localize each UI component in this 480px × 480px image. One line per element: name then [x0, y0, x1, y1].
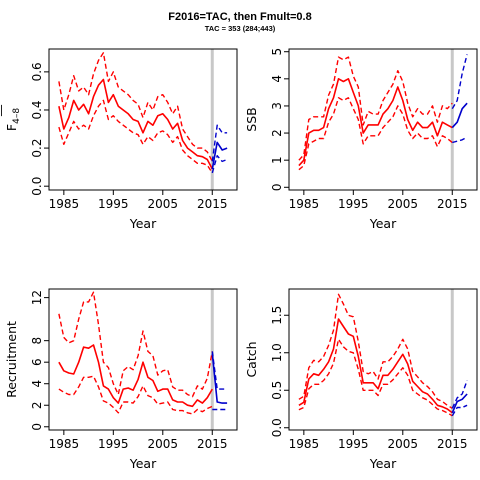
ssb-ylabel: SSB: [244, 107, 259, 131]
ssb-xlabel: Year: [369, 216, 397, 231]
fbar-ytick-label: 0.4: [30, 100, 44, 119]
fbar-xtick-label: 1985: [49, 197, 80, 211]
catch-xtick-label: 2005: [388, 437, 419, 451]
ssb-projection-bound-4: [451, 54, 468, 110]
ssb-ytick-label: 1: [270, 156, 284, 164]
fbar-historic-bound-2: [58, 99, 213, 174]
ssb-ytick-label: 5: [270, 48, 284, 56]
figure-title: F2016=TAC, then Fmult=0.8: [168, 11, 311, 23]
fbar-ytick-label: 0.0: [30, 177, 44, 196]
recruitment-ytick-label: 12: [30, 290, 44, 305]
catch-projection-line-3: [451, 393, 468, 414]
ssb-historic-bound-2: [298, 97, 453, 171]
ssb-ytick-label: 3: [270, 102, 284, 110]
fbar-historic-line-0: [58, 78, 214, 170]
panel-recruitment: 1985 1995 2005 2015 0 2 4 6 8 12 Year Recruitment: [4, 288, 238, 471]
fbar-xtick-label: 1995: [98, 197, 129, 211]
fbar-projection-bound-4: [211, 124, 228, 162]
recruitment-ytick-label: 6: [30, 358, 44, 366]
recruitment-historic-bound-1: [58, 291, 213, 398]
fbar-ylabel: F4–8: [4, 108, 22, 131]
panel-ssb: 1985 1995 2005 2015 0 1 2 3 4 5 Year SSB: [244, 48, 478, 231]
catch-ytick-label: 1.0: [270, 343, 284, 362]
recruitment-historic-bound-2: [58, 375, 213, 415]
panel-catch: 1985 1995 2005 2015 0.0 0.5 1.0 1.5 Year Catch: [244, 288, 478, 471]
ssb-plot-box: [288, 48, 478, 191]
recruitment-plot-box: [48, 288, 238, 431]
fbar-ytick-label: 0.6: [30, 62, 44, 81]
fbar-xtick-label: 2015: [197, 197, 228, 211]
ssb-projection-bound-5: [452, 136, 468, 144]
ssb-projection-line-3: [451, 102, 468, 129]
panel-fbar: 1985 1995 2005 2015 0.0 0.2 0.4 0.6 Year F4–8—: [0, 48, 238, 231]
catch-projection-bound-5: [451, 404, 468, 417]
recruitment-projection-line-3: [211, 353, 228, 404]
catch-ylabel: Catch: [244, 341, 259, 377]
catch-xtick-label: 1985: [289, 437, 320, 451]
recruitment-xtick-label: 2015: [197, 437, 228, 451]
recruitment-ylabel: Recruitment: [4, 321, 19, 398]
catch-xlabel: Year: [369, 456, 397, 471]
catch-ytick-label: 0.5: [270, 381, 284, 400]
ssb-xtick-label: 1995: [338, 197, 369, 211]
fbar-ytick-label: 0.2: [30, 139, 44, 158]
fbar-ylabel-bar: —: [0, 104, 8, 117]
ssb-xtick-label: 1985: [289, 197, 320, 211]
fbar-xtick-label: 2005: [148, 197, 179, 211]
recruitment-ytick-label: 0: [30, 423, 44, 431]
recruitment-xtick-label: 1985: [49, 437, 80, 451]
catch-ytick-label: 0.0: [270, 418, 284, 437]
ssb-historic-line-0: [298, 78, 453, 167]
ssb-ytick-label: 2: [270, 129, 284, 137]
catch-historic-bound-2: [298, 338, 453, 417]
ssb-ytick-label: 4: [270, 75, 284, 83]
recruitment-ytick-label: 4: [30, 380, 44, 388]
fbar-historic-bound-1: [58, 52, 213, 162]
catch-projection-bound-4: [451, 380, 468, 409]
ssb-historic-bound-1: [298, 56, 453, 161]
fbar-plot-box: [48, 48, 238, 191]
ssb-ytick-label: 0: [270, 183, 284, 191]
catch-xtick-label: 1995: [338, 437, 369, 451]
catch-historic-line-0: [298, 318, 453, 414]
recruitment-ytick-label: 2: [30, 401, 44, 409]
catch-plot-box: [288, 288, 478, 431]
catch-historic-bound-1: [298, 293, 453, 409]
figure-subtitle: TAC = 353 (284;443): [205, 24, 276, 33]
recruitment-xtick-label: 1995: [98, 437, 129, 451]
recruitment-xlabel: Year: [129, 456, 157, 471]
ssb-xtick-label: 2005: [388, 197, 419, 211]
catch-ytick-label: 1.5: [270, 306, 284, 325]
fbar-projection-bound-5: [211, 154, 228, 174]
ssb-xtick-label: 2015: [437, 197, 468, 211]
catch-xtick-label: 2015: [437, 437, 468, 451]
recruitment-historic-line-0: [58, 344, 213, 408]
fbar-xlabel: Year: [129, 216, 157, 231]
recruitment-projection-bound-4: [211, 351, 228, 390]
recruitment-ytick-label: 8: [30, 337, 44, 345]
recruitment-xtick-label: 2005: [148, 437, 179, 451]
fbar-projection-line-3: [211, 141, 228, 170]
